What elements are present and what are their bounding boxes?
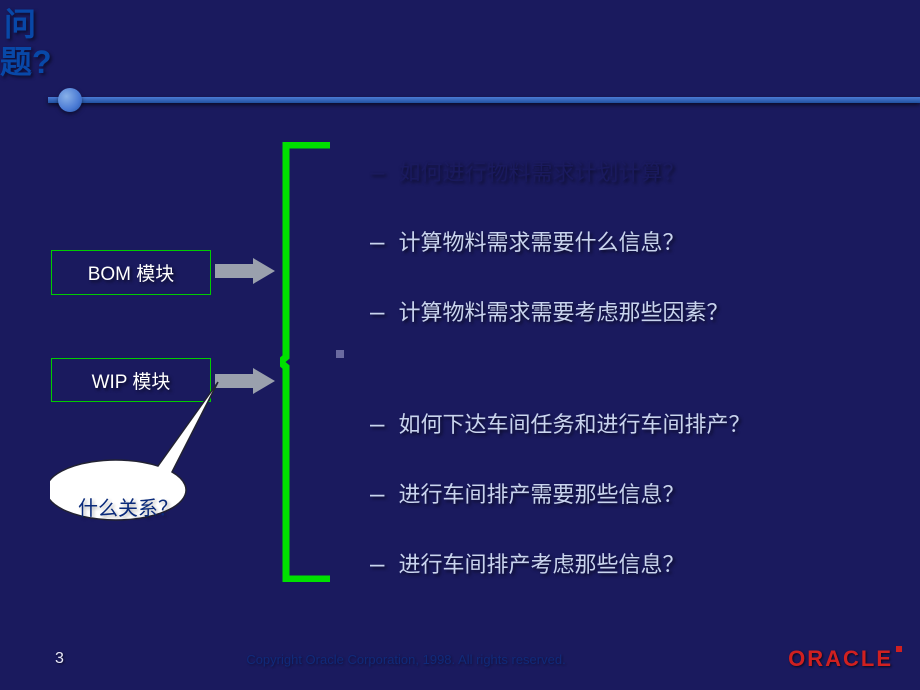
bullet-dash-icon: – [370,298,384,324]
oracle-logo-dot-icon [896,646,902,652]
bullet-dash-icon: – [370,228,384,254]
bracket-icon [280,142,330,582]
bullet-dash-icon: – [370,480,384,506]
bullet-dash-icon: – [370,410,384,436]
bullet-text: 进行车间排产考虑那些信息？ [398,547,684,579]
bom-module-box: BOM 模块 [51,250,211,295]
bullet-item: –进行车间排产考虑那些信息？ [370,547,890,579]
bullet-text: 进行车间排产需要那些信息？ [398,477,684,509]
oracle-logo: ORACLE [788,646,902,672]
bullet-list: –如何进行物料需求计划计算？–计算物料需求需要什么信息？–计算物料需求需要考虑那… [370,155,890,579]
callout-shape [50,378,250,568]
slide-content: BOM 模块 WIP 模块 –如何进行物料需求计划计算？–计算物料需求需要什么信… [0,0,920,690]
bullet-dash-icon: – [370,550,384,576]
bullet-item: –如何下达车间任务和进行车间排产？ [370,407,890,439]
bullet-text: 如何进行物料需求计划计算？ [398,155,684,187]
wip-module-box: WIP 模块 [51,358,211,402]
bullet-item: –计算物料需求需要什么信息？ [370,225,890,257]
arrow-bom-icon [215,258,275,284]
oracle-logo-text: ORACLE [788,646,893,672]
bullet-text: 计算物料需求需要考虑那些因素？ [398,295,728,327]
arrow-wip-icon [215,368,275,394]
callout-text: 什么关系？ [78,492,178,521]
copyright-text: Copyright Oracle Corporation, 1998. All … [24,652,788,667]
bullet-item: –如何进行物料需求计划计算？ [370,155,890,187]
bullet-dash-icon: – [370,158,384,184]
bullet-text: 计算物料需求需要什么信息？ [398,225,684,257]
bullet-text: 如何下达车间任务和进行车间排产？ [398,407,750,439]
footer: 3 Copyright Oracle Corporation, 1998. Al… [0,646,920,672]
bullet-item: –进行车间排产需要那些信息？ [370,477,890,509]
bullet-item: –计算物料需求需要考虑那些因素？ [370,295,890,327]
marker-square-icon [336,350,344,358]
